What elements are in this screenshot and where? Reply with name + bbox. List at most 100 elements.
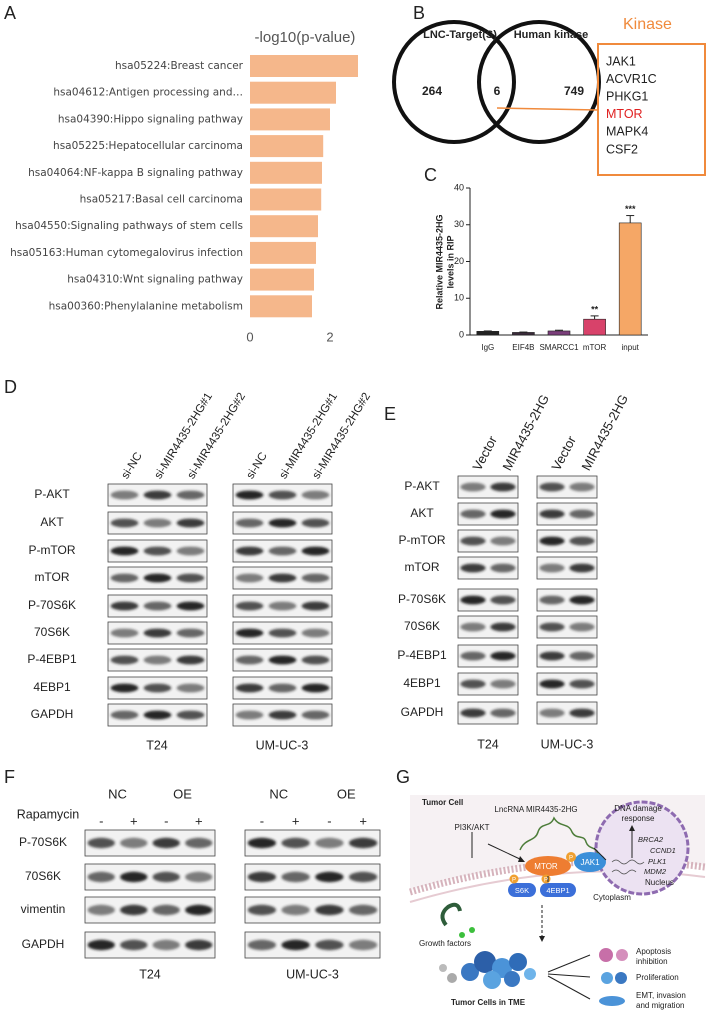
blot — [536, 475, 598, 499]
kinase-item: JAK1 — [606, 54, 636, 68]
y-tick-label: hsa04064:NF-kappa B signaling pathway — [28, 167, 243, 179]
sign: + — [292, 813, 300, 828]
venn-count: 749 — [564, 84, 584, 98]
y-tick-label: 0 — [459, 329, 464, 339]
band — [490, 536, 516, 546]
diagram-text: PI3K/AKT — [454, 823, 489, 832]
annotation: ** — [591, 304, 599, 314]
band — [185, 939, 213, 951]
row-label: P-70S6K — [28, 598, 76, 612]
x-tick-label: mTOR — [583, 343, 607, 352]
y-tick-label: 30 — [454, 219, 464, 229]
blot — [536, 701, 598, 725]
diagram-text: Nucleus — [645, 878, 674, 887]
band — [315, 837, 344, 849]
band — [152, 871, 180, 883]
diagram-text: P — [544, 878, 548, 884]
column-label: si-MIR4435-2HG#2 — [185, 391, 248, 481]
x-tick-label: SMARCC1 — [539, 343, 579, 352]
band — [490, 482, 516, 492]
band — [268, 573, 297, 583]
band — [176, 518, 205, 528]
phospho — [509, 874, 519, 884]
band — [176, 683, 205, 693]
row-label: GAPDH — [31, 707, 74, 721]
band — [120, 904, 148, 916]
band — [143, 683, 172, 693]
band — [110, 573, 139, 583]
kinase-item: MTOR — [606, 107, 643, 121]
diagram-text: Tumor Cells in TME — [451, 998, 526, 1007]
cell-line: T24 — [146, 738, 168, 752]
sign: - — [327, 813, 331, 828]
band — [110, 601, 139, 611]
diagram-text: LncRNA MIR4435-2HG — [494, 805, 577, 814]
x-tick-label: input — [622, 343, 640, 352]
band — [348, 904, 378, 916]
arrow — [547, 954, 591, 973]
band — [87, 904, 115, 916]
x-tick-label: EIF4B — [512, 343, 534, 352]
s6k — [508, 883, 536, 897]
band — [301, 601, 330, 611]
growth-factor — [469, 927, 475, 933]
sign: + — [195, 813, 203, 828]
gene: BRCA2 — [638, 835, 664, 844]
sign: + — [359, 813, 367, 828]
column-label: si-MIR4435-2HG#1 — [277, 391, 340, 481]
blot — [457, 502, 519, 526]
venn-set: LNC-Target(S) — [423, 29, 497, 41]
arrow-head — [629, 825, 635, 831]
band — [539, 651, 565, 661]
row-label: P-mTOR — [28, 543, 75, 557]
band — [143, 490, 172, 500]
band — [460, 482, 486, 492]
band — [176, 573, 205, 583]
bar — [250, 295, 312, 318]
blot — [536, 588, 598, 612]
arrow — [547, 975, 591, 1000]
band — [460, 536, 486, 546]
band — [235, 546, 264, 556]
band — [301, 655, 330, 665]
band — [247, 939, 277, 951]
y-tick-label: hsa05163:Human cytomegalovirus infection — [10, 247, 243, 259]
diagram-text: EMT, invasion — [636, 991, 686, 1000]
row-label: vimentin — [21, 902, 66, 916]
panel-label: E — [384, 404, 396, 424]
band — [569, 536, 595, 546]
row-label: P-4EBP1 — [27, 652, 77, 666]
y-axis-label: Relative MIR4435-2HG — [434, 214, 444, 309]
band — [143, 601, 172, 611]
blot — [457, 529, 519, 553]
sign: - — [260, 813, 264, 828]
group-label: NC — [269, 786, 288, 801]
band — [235, 601, 264, 611]
row-label: mTOR — [34, 570, 69, 584]
band — [110, 490, 139, 500]
sign: + — [130, 813, 138, 828]
diagram-text: Growth factors — [419, 939, 471, 948]
band — [569, 595, 595, 605]
band — [247, 837, 277, 849]
band — [460, 708, 486, 718]
venn-count: 6 — [494, 84, 501, 98]
y-tick-label: 40 — [454, 182, 464, 192]
y-tick-label: hsa04390:Hippo signaling pathway — [58, 113, 243, 125]
y-tick-label: hsa05224:Breast cancer — [115, 60, 244, 72]
row-label: GAPDH — [401, 705, 444, 719]
band — [176, 628, 205, 638]
band — [281, 871, 310, 883]
band — [301, 490, 330, 500]
row-label: P-mTOR — [398, 533, 445, 547]
band — [87, 837, 115, 849]
band — [110, 628, 139, 638]
eb — [540, 883, 576, 897]
treatment: Rapamycin — [17, 807, 80, 821]
band — [301, 546, 330, 556]
bar — [476, 331, 500, 336]
bar — [250, 55, 358, 77]
kinase-box — [597, 43, 706, 176]
band — [490, 563, 516, 573]
y-tick-label: hsa04612:Antigen processing and… — [53, 87, 243, 99]
